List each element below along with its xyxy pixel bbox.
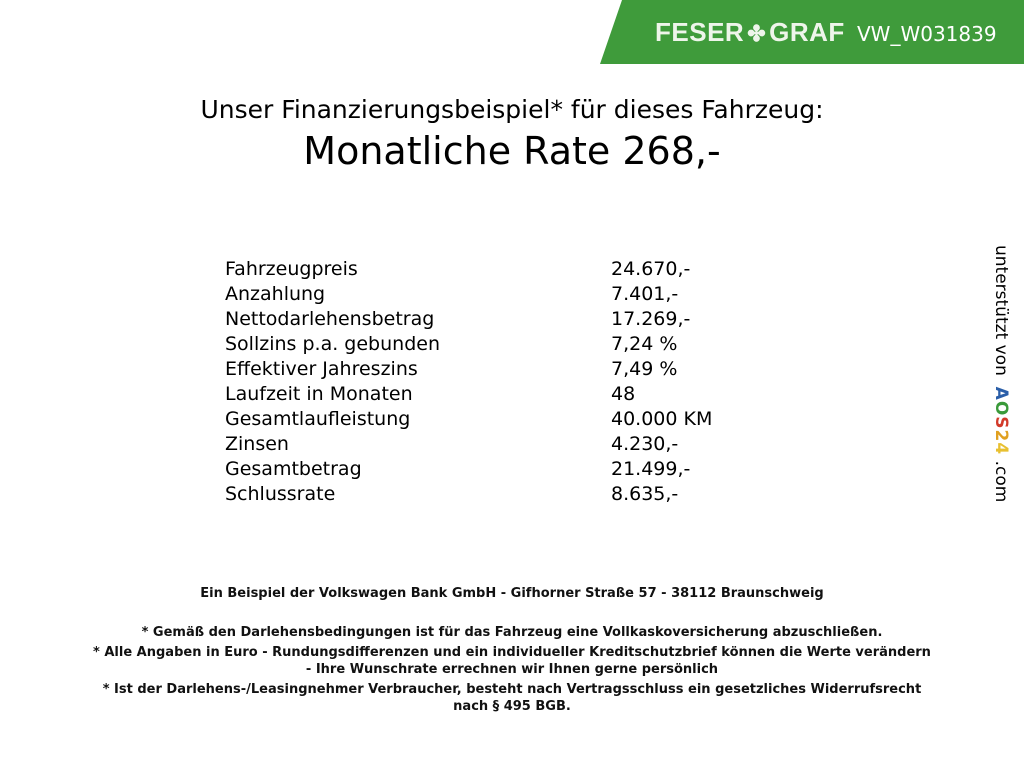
- row-value: 7.401,-: [611, 283, 679, 305]
- table-row: Gesamtbetrag 21.499,-: [225, 457, 825, 482]
- header-banner: [600, 0, 1024, 64]
- feser-graf-logo: FESER ✤ GRAF: [655, 17, 845, 48]
- table-row: Effektiver Jahreszins 7,49 %: [225, 357, 825, 382]
- row-label: Effektiver Jahreszins: [225, 358, 418, 380]
- row-value: 4.230,-: [611, 433, 679, 455]
- row-label: Gesamtlaufleistung: [225, 408, 411, 430]
- footnote-euro: * Alle Angaben in Euro - Rundungsdiffere…: [93, 645, 931, 660]
- row-label: Zinsen: [225, 433, 289, 455]
- row-value: 48: [611, 383, 636, 405]
- row-label: Laufzeit in Monaten: [225, 383, 413, 405]
- row-label: Nettodarlehensbetrag: [225, 308, 435, 330]
- table-row: Nettodarlehensbetrag 17.269,-: [225, 307, 825, 332]
- row-label: Fahrzeugpreis: [225, 258, 358, 280]
- row-value: 40.000 KM: [611, 408, 713, 430]
- table-row: Anzahlung 7.401,-: [225, 282, 825, 307]
- row-value: 8.635,-: [611, 483, 679, 505]
- supported-by-aos24: unterstützt von AOS24 .com: [991, 245, 1011, 502]
- table-row: Zinsen 4.230,-: [225, 432, 825, 457]
- footnote-withdrawal: * Ist der Darlehens-/Leasingnehmer Verbr…: [102, 682, 922, 697]
- monthly-rate: Monatliche Rate 268,-: [303, 129, 721, 173]
- table-row: Schlussrate 8.635,-: [225, 482, 825, 507]
- bank-info: Ein Beispiel der Volkswagen Bank GmbH - …: [200, 586, 824, 601]
- finance-table: Fahrzeugpreis 24.670,- Anzahlung 7.401,- N…: [225, 257, 825, 507]
- table-row: Gesamtlaufleistung 40.000 KM: [225, 407, 825, 432]
- table-row: Fahrzeugpreis 24.670,-: [225, 257, 825, 282]
- supported-by-text: unterstützt von: [991, 245, 1011, 376]
- row-value: 24.670,-: [611, 258, 691, 280]
- logo-text-right: GRAF: [769, 17, 845, 47]
- footnote-withdrawal-2: nach § 495 BGB.: [453, 699, 571, 714]
- row-value: 21.499,-: [611, 458, 691, 480]
- clover-icon: ✤: [747, 21, 767, 46]
- footnote-euro-2: - Ihre Wunschrate errechnen wir Ihnen ge…: [305, 662, 719, 677]
- row-value: 7,49 %: [611, 358, 678, 380]
- aos24-logo: AOS24: [991, 386, 1011, 456]
- footnote-insurance: * Gemäß den Darlehensbedingungen ist für…: [141, 625, 883, 640]
- row-value: 17.269,-: [611, 308, 691, 330]
- aos24-domain: .com: [991, 460, 1011, 503]
- page-title: Unser Finanzierungsbeispiel* für dieses …: [200, 95, 824, 124]
- row-label: Anzahlung: [225, 283, 326, 305]
- row-label: Sollzins p.a. gebunden: [225, 333, 440, 355]
- row-label: Gesamtbetrag: [225, 458, 362, 480]
- logo-text-left: FESER: [655, 17, 745, 47]
- row-value: 7,24 %: [611, 333, 678, 355]
- row-label: Schlussrate: [225, 483, 336, 505]
- table-row: Laufzeit in Monaten 48: [225, 382, 825, 407]
- table-row: Sollzins p.a. gebunden 7,24 %: [225, 332, 825, 357]
- vehicle-code: VW_W031839: [857, 22, 997, 46]
